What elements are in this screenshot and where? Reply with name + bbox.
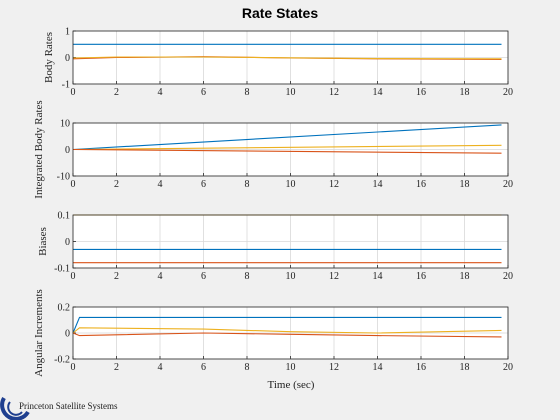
x-tick-label: 20 <box>503 87 513 98</box>
x-tick-label: 14 <box>373 87 383 98</box>
x-tick-label: 20 <box>503 271 513 282</box>
x-tick-label: 10 <box>286 362 296 373</box>
axes-frame <box>72 122 509 177</box>
x-tick-label: 6 <box>201 87 206 98</box>
y-tick-label: -1 <box>62 80 70 91</box>
x-tick-label: 20 <box>503 179 513 190</box>
x-tick-label: 8 <box>245 271 250 282</box>
x-tick-label: 16 <box>416 271 426 282</box>
x-tick-label: 12 <box>329 362 339 373</box>
x-tick-label: 14 <box>373 179 383 190</box>
x-tick-label: 18 <box>460 179 470 190</box>
pss-logo: Princeton Satellite Systems <box>0 396 118 420</box>
y-tick-label: 1 <box>65 27 70 38</box>
x-tick-label: 4 <box>158 271 163 282</box>
series-line-2 <box>72 327 502 334</box>
x-tick-label: 4 <box>158 87 163 98</box>
x-tick-label: 10 <box>286 271 296 282</box>
x-tick-label: 8 <box>245 87 250 98</box>
y-tick-label: -0.1 <box>54 264 70 275</box>
axes-frame <box>72 306 509 360</box>
axes-frame <box>72 214 509 269</box>
x-tick-label: 12 <box>329 179 339 190</box>
x-axis-label: Time (sec) <box>268 379 315 391</box>
series-line-1 <box>72 124 502 151</box>
series-line-3 <box>72 56 502 60</box>
x-tick-label: 4 <box>158 179 163 190</box>
y-axis-label: Angular Increments <box>33 289 45 377</box>
y-axis-label: Integrated Body Rates <box>33 100 45 198</box>
y-tick-label: 0.2 <box>58 303 71 314</box>
x-tick-label: 0 <box>71 362 76 373</box>
x-tick-label: 12 <box>329 271 339 282</box>
x-tick-label: 12 <box>329 87 339 98</box>
x-tick-label: 2 <box>114 362 119 373</box>
x-tick-label: 0 <box>71 87 76 98</box>
x-tick-label: 14 <box>373 362 383 373</box>
axes-frame <box>72 30 509 85</box>
y-tick-label: 0 <box>65 53 70 64</box>
series-line-1 <box>72 316 502 334</box>
x-tick-label: 18 <box>460 87 470 98</box>
series-line-3 <box>72 332 502 338</box>
x-tick-label: 16 <box>416 362 426 373</box>
x-tick-label: 8 <box>245 179 250 190</box>
x-tick-label: 18 <box>460 271 470 282</box>
x-tick-label: 6 <box>201 362 206 373</box>
x-tick-label: 14 <box>373 271 383 282</box>
x-tick-label: 0 <box>71 179 76 190</box>
figure-title: Rate States <box>242 5 318 21</box>
y-tick-label: 0 <box>65 237 70 248</box>
x-tick-label: 20 <box>503 362 513 373</box>
y-axis-label: Biases <box>37 227 49 256</box>
x-tick-label: 2 <box>114 271 119 282</box>
x-tick-label: 4 <box>158 362 163 373</box>
y-axis-label: Body Rates <box>43 32 55 83</box>
x-tick-label: 6 <box>201 271 206 282</box>
logo-mark-icon <box>0 396 30 420</box>
y-tick-label: -10 <box>57 172 70 183</box>
logo-text: Princeton Satellite Systems <box>19 401 118 411</box>
x-tick-label: 16 <box>416 87 426 98</box>
x-tick-label: 6 <box>201 179 206 190</box>
y-tick-label: 0 <box>65 145 70 156</box>
x-tick-label: 16 <box>416 179 426 190</box>
x-tick-label: 10 <box>286 179 296 190</box>
y-tick-label: -0.2 <box>54 355 70 366</box>
y-tick-label: 0.1 <box>58 211 71 222</box>
x-tick-label: 0 <box>71 271 76 282</box>
x-tick-label: 18 <box>460 362 470 373</box>
y-tick-label: 0 <box>65 329 70 340</box>
series-line-2 <box>72 144 502 151</box>
x-tick-label: 2 <box>114 87 119 98</box>
x-tick-label: 8 <box>245 362 250 373</box>
y-tick-label: 10 <box>60 119 70 130</box>
x-tick-label: 2 <box>114 179 119 190</box>
x-tick-label: 10 <box>286 87 296 98</box>
series-line-3 <box>72 148 502 154</box>
